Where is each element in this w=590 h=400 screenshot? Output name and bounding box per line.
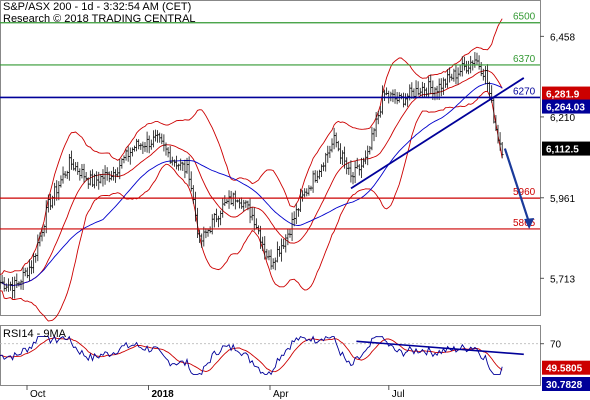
price-bars [0, 52, 504, 299]
level-label-6270: 6270 [513, 86, 536, 97]
time-tick-label: Jul [392, 389, 405, 400]
research-credit: Research © 2018 TRADING CENTRAL [3, 13, 196, 25]
time-axis: Oct 2018 Apr Jul [26, 385, 405, 400]
rsi-line [0, 335, 503, 376]
level-label-5960: 5960 [513, 187, 536, 198]
bollinger-mid-line [0, 70, 503, 287]
projection-arrow-head [524, 217, 535, 229]
rsi-tag-box [542, 360, 590, 375]
price-tick-label: 6,458 [550, 32, 575, 43]
support-resistance-levels: 6500 6370 6270 5960 5865 [0, 12, 540, 230]
rsi-lines: 70 49.5805 30.7828 [0, 335, 590, 391]
rsi-tag-label: 30.7828 [546, 380, 583, 391]
price-tick-label: 6,210 [550, 113, 575, 124]
moving-average [0, 83, 503, 287]
uptrend-line [350, 77, 525, 190]
rsi-ma-line [0, 337, 503, 373]
price-tags: 6,281.9 6,264.03 6,112.5 [542, 86, 590, 156]
level-label-5865: 5865 [513, 218, 536, 229]
moving-average-line [0, 83, 503, 287]
price-tag-box [542, 141, 590, 156]
bollinger-lower-line [0, 90, 503, 322]
rsi-panel-frame [0, 325, 541, 386]
price-tag-label: 6,112.5 [546, 145, 579, 156]
projection-arrow-shaft [503, 148, 531, 224]
price-tick-label: 5,713 [550, 274, 575, 285]
time-tick-label: Apr [273, 389, 289, 400]
rsi-tick-label: 70 [550, 340, 562, 351]
price-tag-box [542, 99, 590, 114]
annotations [350, 77, 535, 229]
rsi-trend-line [356, 340, 524, 356]
chart-title: S&P/ASX 200 - 1d - 3:32:54 AM (CET) [3, 1, 192, 13]
rsi-tag-box [542, 377, 590, 391]
rsi-tag-label: 49.5805 [546, 364, 583, 375]
price-tag-box [542, 86, 590, 101]
price-tick-label: 5,961 [550, 194, 575, 205]
rsi-title: RSI14 - 9MA [3, 328, 66, 340]
bollinger-upper-line [0, 18, 503, 275]
time-tick-label: Oct [30, 389, 46, 400]
level-label-6500: 6500 [513, 12, 536, 23]
price-tag-label: 6,264.03 [546, 103, 585, 114]
price-tag-label: 6,281.9 [546, 90, 580, 101]
price-panel-frame [0, 0, 541, 316]
price-axis: 6,458 6,210 5,961 5,713 [540, 32, 575, 285]
level-label-6370: 6370 [513, 54, 536, 65]
time-tick-label: 2018 [152, 389, 175, 400]
